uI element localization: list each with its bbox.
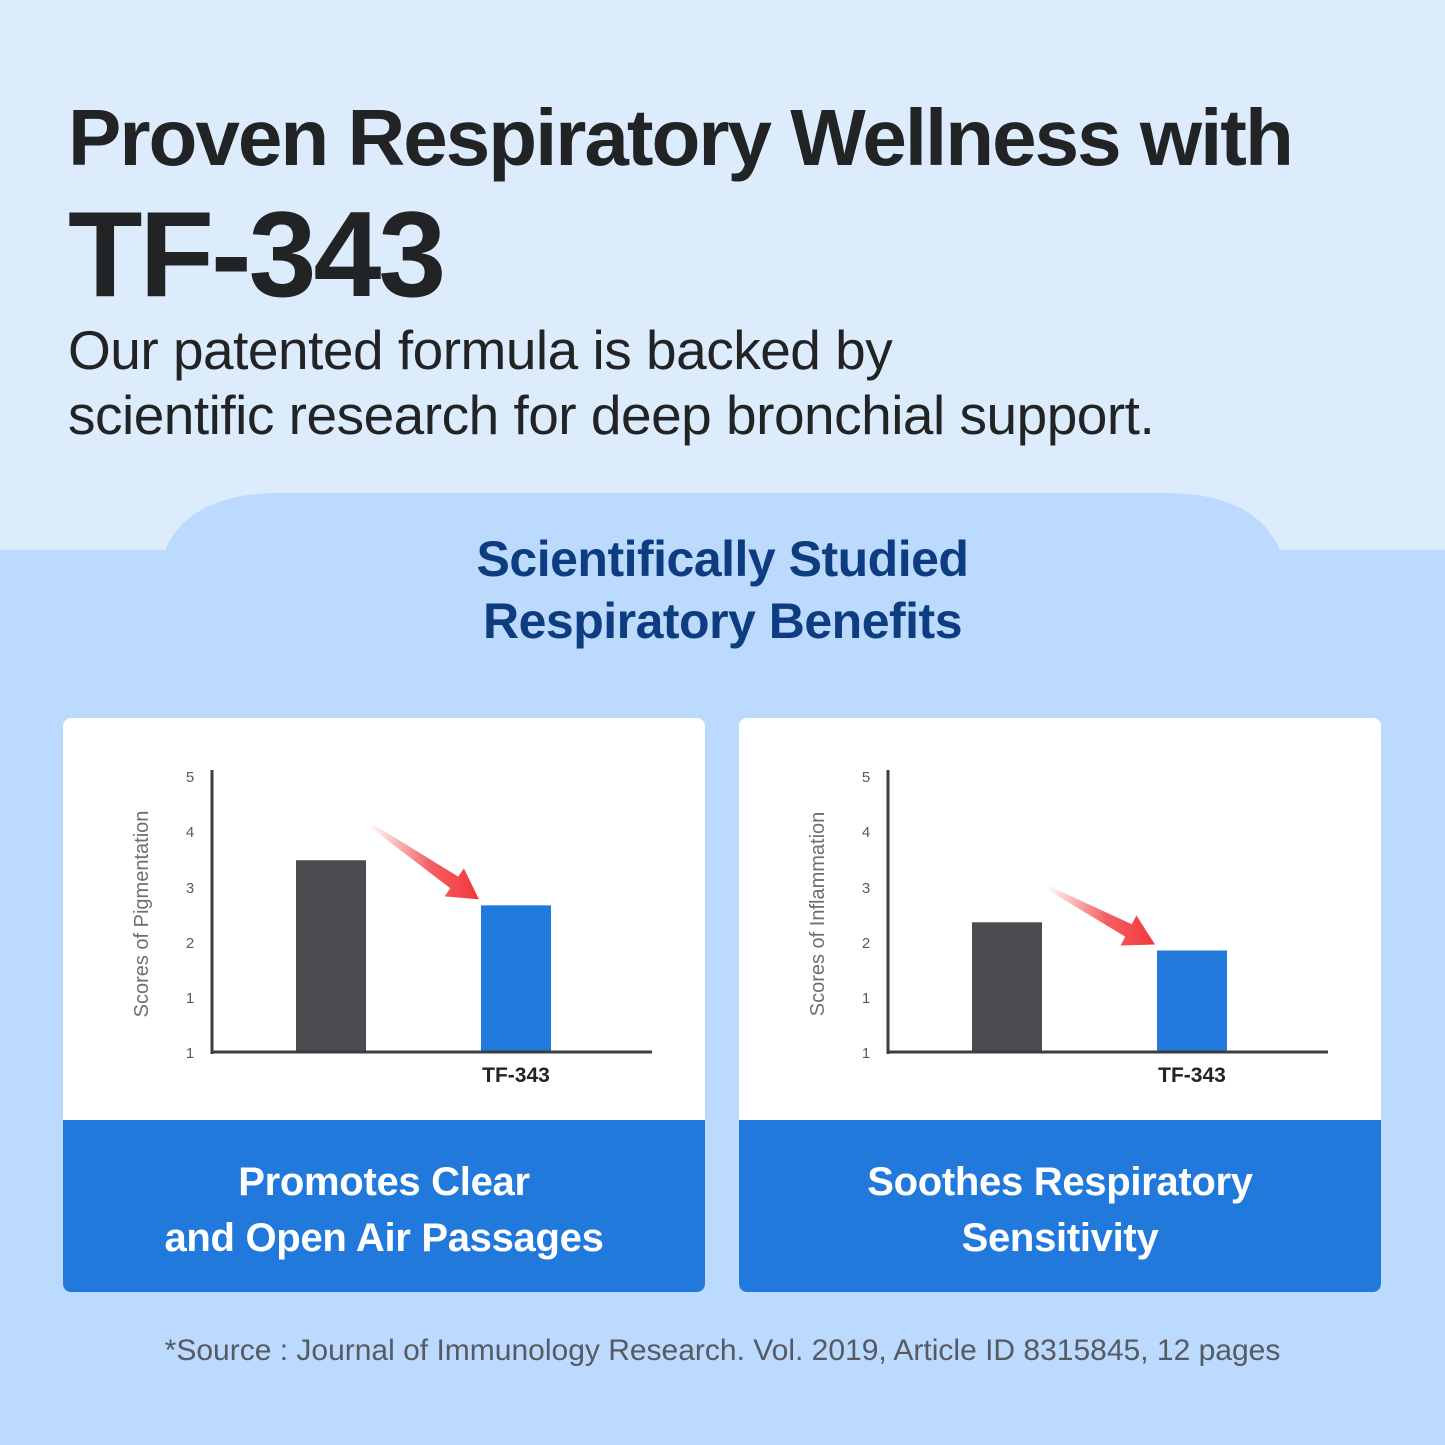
- bar-tf-343: [481, 905, 551, 1051]
- y-axis-label: Scores of Inflammation: [807, 812, 829, 1017]
- benefit-caption-line-1: Promotes Clear: [238, 1160, 530, 1204]
- source-citation: *Source : Journal of Immunology Research…: [164, 1334, 1281, 1367]
- benefit-caption-line-2: Sensitivity: [961, 1216, 1159, 1260]
- benefit-card-inflammation: 1 1 2 3 4 5 Scores of Inflammation TF-343 Sooth…: [739, 718, 1381, 1292]
- subtitle-line-1: Our patented formula is backed by: [68, 319, 893, 381]
- y-tick-label: 2: [186, 935, 194, 952]
- inflammation-bar-chart: 1 1 2 3 4 5 Scores of Inflammation TF-343: [807, 769, 1328, 1087]
- x-category-label: TF-343: [482, 1064, 550, 1087]
- x-category-label: TF-343: [1158, 1064, 1226, 1087]
- decrease-arrow-icon: [1046, 885, 1155, 946]
- y-axis-label: Scores of Pigmentation: [131, 811, 153, 1018]
- benefit-caption-box: [63, 1120, 705, 1292]
- y-tick-label: 3: [862, 880, 870, 897]
- bar-control: [296, 860, 366, 1051]
- bar-control: [972, 922, 1042, 1051]
- benefit-caption-line-2: and Open Air Passages: [164, 1216, 604, 1260]
- y-tick-label: 1: [862, 1045, 870, 1062]
- y-tick-label: 4: [862, 824, 870, 841]
- y-tick-label: 2: [862, 935, 870, 952]
- y-tick-label: 5: [862, 769, 870, 786]
- y-tick-label: 1: [862, 990, 870, 1007]
- y-tick-label: 4: [186, 824, 194, 841]
- section-title-line-1: Scientifically Studied: [476, 531, 969, 587]
- benefit-card-pigmentation: 1 1 2 3 4 5 Scores of Pigmentation TF-343 Promo…: [63, 718, 705, 1292]
- bar-tf-343: [1157, 950, 1227, 1051]
- decrease-arrow-icon: [369, 823, 479, 900]
- page-title-line-1: Proven Respiratory Wellness with: [68, 93, 1294, 182]
- benefit-caption-box: [739, 1120, 1381, 1292]
- page-title-product-name: TF-343: [68, 186, 446, 322]
- section-title-line-2: Respiratory Benefits: [482, 593, 963, 649]
- benefit-caption-line-1: Soothes Respiratory: [867, 1160, 1253, 1204]
- subtitle-line-2: scientific research for deep bronchial s…: [68, 384, 1155, 446]
- y-tick-label: 1: [186, 990, 194, 1007]
- y-tick-label: 5: [186, 769, 194, 786]
- y-tick-label: 1: [186, 1045, 194, 1062]
- y-tick-label: 3: [186, 880, 194, 897]
- pigmentation-bar-chart: 1 1 2 3 4 5 Scores of Pigmentation TF-343: [131, 769, 652, 1087]
